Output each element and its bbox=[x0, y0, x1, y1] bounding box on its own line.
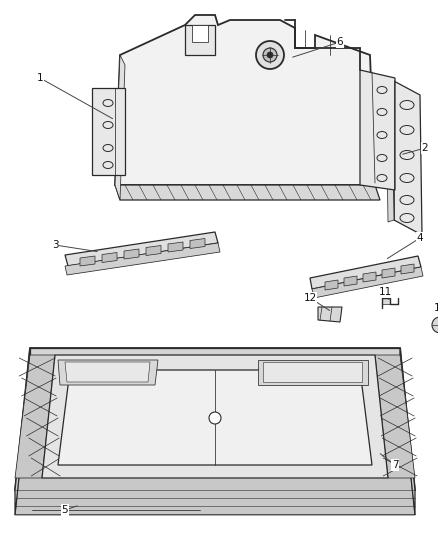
Polygon shape bbox=[258, 360, 368, 385]
Polygon shape bbox=[115, 15, 375, 185]
Polygon shape bbox=[400, 348, 415, 515]
Text: 3: 3 bbox=[52, 240, 58, 250]
Polygon shape bbox=[263, 362, 362, 382]
Text: 11: 11 bbox=[378, 287, 392, 297]
Circle shape bbox=[209, 412, 221, 424]
Polygon shape bbox=[318, 307, 342, 322]
Polygon shape bbox=[115, 185, 380, 200]
Polygon shape bbox=[146, 246, 161, 255]
Circle shape bbox=[263, 48, 277, 62]
Text: 2: 2 bbox=[422, 143, 428, 153]
Polygon shape bbox=[310, 256, 421, 289]
Text: 5: 5 bbox=[62, 505, 68, 515]
Polygon shape bbox=[168, 242, 183, 252]
Polygon shape bbox=[65, 232, 218, 266]
Polygon shape bbox=[30, 348, 400, 375]
Polygon shape bbox=[312, 267, 423, 298]
Polygon shape bbox=[115, 55, 125, 200]
Text: 1: 1 bbox=[37, 73, 43, 83]
Circle shape bbox=[267, 52, 273, 58]
Polygon shape bbox=[382, 298, 390, 304]
Polygon shape bbox=[15, 348, 30, 515]
Polygon shape bbox=[192, 25, 208, 42]
Polygon shape bbox=[375, 355, 415, 478]
Polygon shape bbox=[363, 272, 376, 282]
Circle shape bbox=[256, 41, 284, 69]
Text: 6: 6 bbox=[337, 37, 343, 47]
Polygon shape bbox=[15, 348, 415, 490]
Circle shape bbox=[432, 317, 438, 333]
Polygon shape bbox=[58, 360, 158, 385]
Text: 12: 12 bbox=[304, 293, 317, 303]
Polygon shape bbox=[382, 268, 395, 278]
Polygon shape bbox=[15, 375, 415, 515]
Text: 13: 13 bbox=[433, 303, 438, 313]
Polygon shape bbox=[386, 80, 394, 222]
Polygon shape bbox=[185, 25, 215, 55]
Text: 7: 7 bbox=[392, 460, 398, 470]
Polygon shape bbox=[360, 70, 395, 190]
Polygon shape bbox=[65, 243, 220, 275]
Polygon shape bbox=[401, 264, 414, 274]
Polygon shape bbox=[92, 88, 125, 175]
Polygon shape bbox=[58, 370, 372, 465]
Polygon shape bbox=[344, 276, 357, 286]
Polygon shape bbox=[124, 249, 139, 259]
Polygon shape bbox=[190, 238, 205, 248]
Polygon shape bbox=[42, 355, 388, 478]
Polygon shape bbox=[65, 362, 150, 382]
Text: 4: 4 bbox=[417, 233, 423, 243]
Polygon shape bbox=[392, 80, 422, 235]
Polygon shape bbox=[325, 280, 338, 290]
Polygon shape bbox=[80, 256, 95, 266]
Polygon shape bbox=[15, 355, 55, 478]
Polygon shape bbox=[102, 253, 117, 262]
